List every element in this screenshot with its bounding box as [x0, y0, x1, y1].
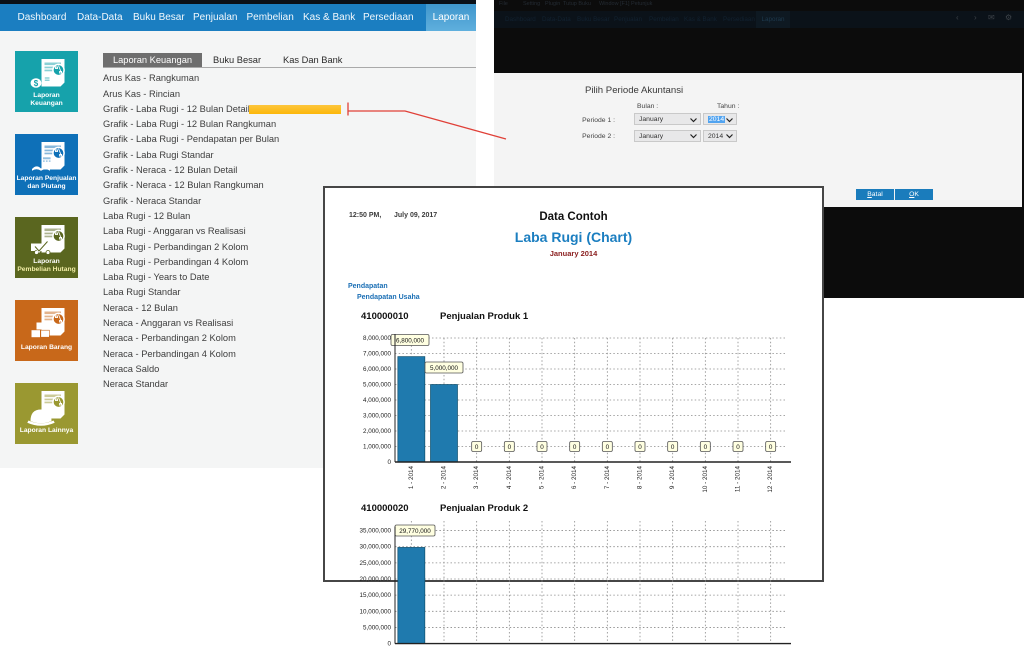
svg-text:6,800,000: 6,800,000: [396, 338, 425, 345]
svg-text:2,000,000: 2,000,000: [363, 428, 392, 435]
svg-text:0: 0: [508, 444, 512, 451]
svg-text:0: 0: [573, 444, 577, 451]
svg-text:15,000,000: 15,000,000: [359, 592, 391, 599]
svg-text:8 - 2014: 8 - 2014: [637, 466, 644, 490]
svg-text:6 - 2014: 6 - 2014: [571, 466, 578, 490]
svg-text:0: 0: [769, 444, 773, 451]
svg-text:29,770,000: 29,770,000: [399, 528, 431, 535]
svg-text:1,000,000: 1,000,000: [363, 444, 392, 451]
svg-text:20,000,000: 20,000,000: [359, 576, 391, 583]
svg-text:5,000,000: 5,000,000: [363, 624, 392, 631]
svg-text:25,000,000: 25,000,000: [359, 560, 391, 567]
svg-text:7,000,000: 7,000,000: [363, 351, 392, 358]
svg-text:10,000,000: 10,000,000: [359, 608, 391, 615]
svg-text:0: 0: [387, 641, 391, 648]
svg-text:0: 0: [736, 444, 740, 451]
svg-text:0: 0: [540, 444, 544, 451]
svg-text:1 - 2014: 1 - 2014: [408, 466, 415, 490]
svg-text:5,000,000: 5,000,000: [363, 382, 392, 389]
svg-text:7 - 2014: 7 - 2014: [604, 466, 611, 490]
svg-text:12 - 2014: 12 - 2014: [767, 466, 774, 493]
svg-text:8,000,000: 8,000,000: [363, 335, 392, 342]
svg-text:2 - 2014: 2 - 2014: [441, 466, 448, 490]
svg-text:35,000,000: 35,000,000: [359, 528, 391, 535]
svg-text:0: 0: [606, 444, 610, 451]
svg-text:0: 0: [475, 444, 479, 451]
svg-text:3 - 2014: 3 - 2014: [473, 466, 480, 490]
svg-text:4,000,000: 4,000,000: [363, 397, 392, 404]
svg-text:3,000,000: 3,000,000: [363, 413, 392, 420]
svg-text:0: 0: [387, 459, 391, 466]
svg-text:30,000,000: 30,000,000: [359, 544, 391, 551]
svg-text:9 - 2014: 9 - 2014: [669, 466, 676, 490]
svg-text:$: $: [34, 78, 39, 87]
svg-text:0: 0: [704, 444, 708, 451]
svg-text:0: 0: [671, 444, 675, 451]
svg-text:4 - 2014: 4 - 2014: [506, 466, 513, 490]
svg-text:5,000,000: 5,000,000: [430, 365, 459, 372]
svg-text:6,000,000: 6,000,000: [363, 366, 392, 373]
svg-text:11 - 2014: 11 - 2014: [735, 466, 742, 493]
svg-text:10 - 2014: 10 - 2014: [702, 466, 709, 493]
svg-text:0: 0: [638, 444, 642, 451]
svg-text:5 - 2014: 5 - 2014: [539, 466, 546, 490]
